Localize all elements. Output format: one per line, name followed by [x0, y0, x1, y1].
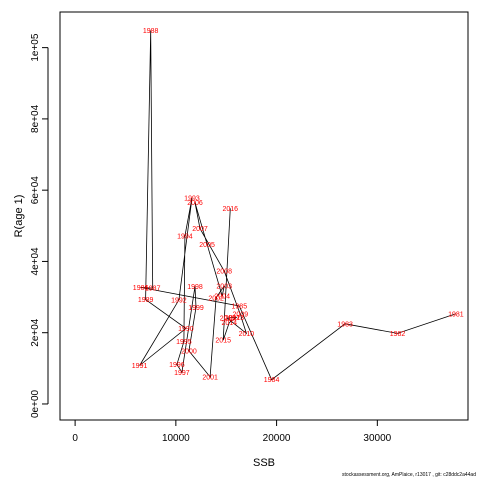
data-series [139, 30, 457, 381]
point-label-1993: 1993 [184, 196, 200, 203]
point-label-1996: 1996 [169, 362, 185, 369]
y-tick-label: 1e+05 [30, 33, 41, 62]
y-tick-label: 8e+04 [30, 104, 41, 133]
point-label-1991: 1991 [132, 363, 148, 370]
x-axis: 0 10000 20000 30000 [72, 419, 392, 444]
point-label-1995: 1995 [176, 339, 192, 346]
point-label-2004: 2004 [214, 293, 230, 300]
y-axis: 0e+00 2e+04 4e+04 6e+04 8e+04 1e+05 [30, 33, 49, 418]
point-label-2003: 2003 [216, 284, 232, 291]
point-label-1984: 1984 [264, 377, 280, 384]
point-label-1987: 1987 [145, 286, 161, 293]
point-label-1988: 1988 [143, 28, 159, 35]
point-label-2006: 2006 [187, 200, 203, 207]
y-tick-label: 2e+04 [30, 318, 41, 347]
x-tick-label: 20000 [263, 433, 291, 444]
point-label-1997: 1997 [174, 370, 190, 377]
point-label-1998: 1998 [187, 284, 203, 291]
point-label-1989: 1989 [138, 297, 154, 304]
x-tick-label: 10000 [162, 433, 190, 444]
point-label-1990: 1990 [178, 326, 194, 333]
point-label-1983: 1983 [337, 321, 353, 328]
point-label-2005: 2005 [199, 242, 215, 249]
x-axis-title: SSB [253, 457, 275, 469]
y-tick-label: 6e+04 [30, 176, 41, 205]
point-label-2001: 2001 [202, 374, 218, 381]
point-label-2011: 2011 [220, 316, 235, 323]
point-label-1992: 1992 [171, 297, 187, 304]
point-label-2008: 2008 [216, 269, 232, 276]
point-label-2010: 2010 [239, 331, 255, 338]
point-label-2009: 2009 [233, 312, 249, 319]
point-label-1986: 1986 [133, 285, 149, 292]
y-tick-label: 4e+04 [30, 247, 41, 276]
y-tick-label: 0e+00 [30, 389, 41, 418]
point-label-2007: 2007 [192, 226, 208, 233]
point-label-1981: 1981 [448, 311, 464, 318]
point-label-1985: 1985 [232, 303, 248, 310]
x-tick-label: 30000 [363, 433, 391, 444]
point-label-1994: 1994 [177, 234, 193, 241]
point-label-1982: 1982 [390, 331, 406, 338]
point-label-2000: 2000 [181, 348, 197, 355]
trajectory-line [139, 30, 457, 381]
point-label-2002: 2002 [208, 295, 224, 302]
point-label-1999: 1999 [188, 305, 204, 312]
x-tick-label: 0 [72, 433, 78, 444]
point-label-2014: 2014 [221, 320, 237, 327]
point-label-2012: 2012 [224, 315, 240, 322]
point-label-2013: 2013 [229, 315, 245, 322]
point-label-2015: 2015 [215, 338, 231, 345]
plot-frame [59, 11, 469, 421]
point-label-2016: 2016 [222, 206, 238, 213]
y-axis-title: R(age 1) [13, 195, 25, 238]
footer-credit: stockassessment.org, AmPlaice, r13017 , … [342, 472, 476, 478]
